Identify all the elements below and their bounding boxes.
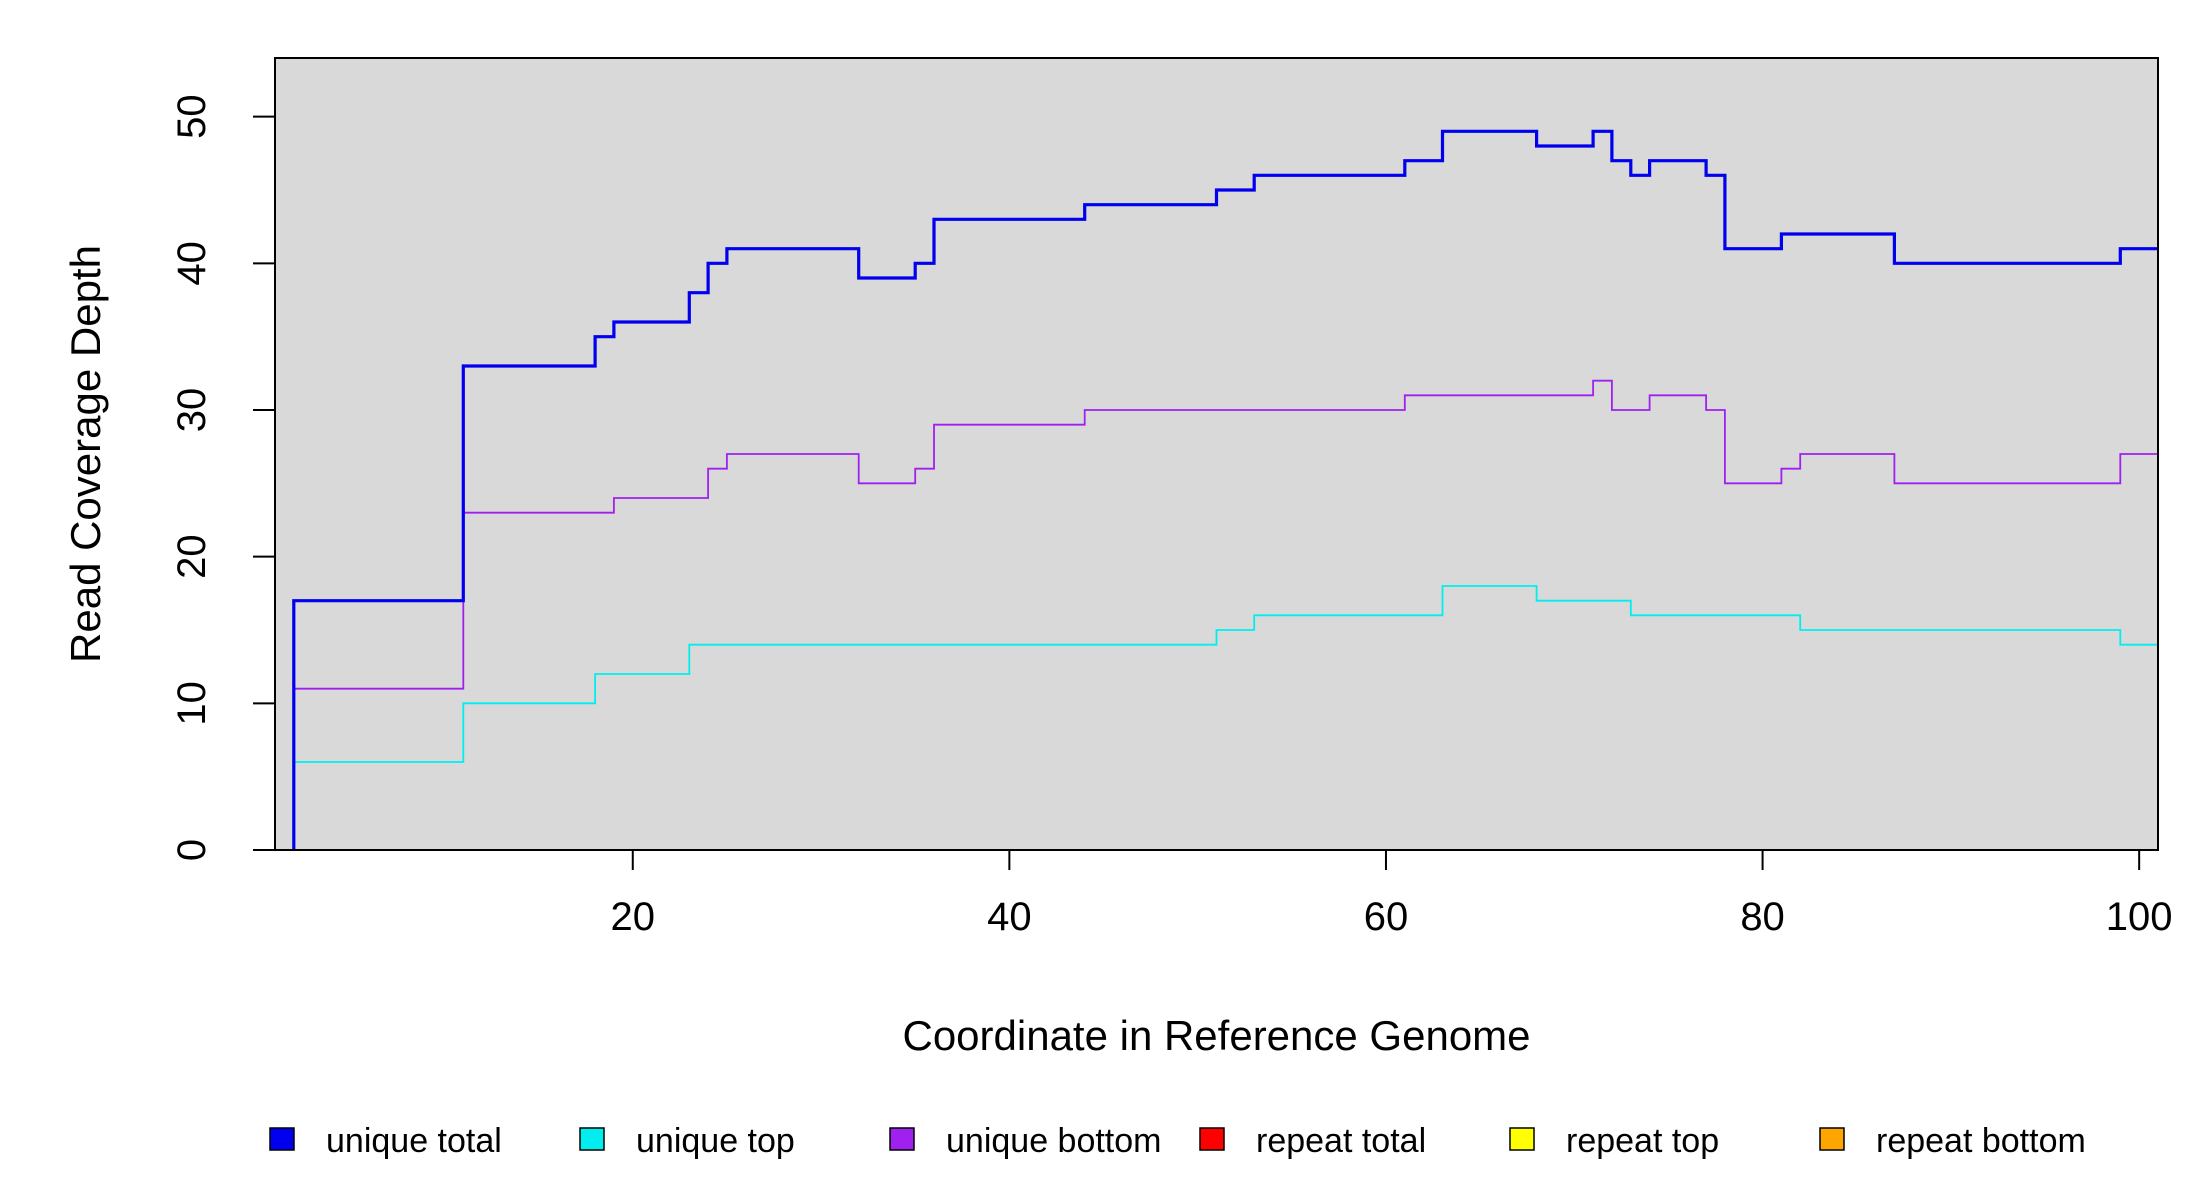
legend: unique total unique top unique bottom repea…: [269, 1122, 2086, 1160]
y-tick-label: 50: [170, 94, 214, 138]
x-tick-label: 100: [2106, 895, 2173, 939]
legend-label-repeat-top: repeat top: [1566, 1122, 1719, 1160]
legend-label-unique-bottom: unique bottom: [946, 1122, 1162, 1160]
y-tick-label: 0: [170, 839, 214, 861]
x-tick-label: 80: [1740, 895, 1785, 939]
plot-frame: [274, 57, 2159, 851]
legend-label-repeat-total: repeat total: [1256, 1122, 1426, 1160]
legend-label-unique-total: unique total: [326, 1122, 502, 1160]
y-tick-label: 10: [170, 681, 214, 726]
x-tick-label: 20: [611, 895, 656, 939]
x-tick-label: 40: [987, 895, 1032, 939]
series-line-unique-bottom: [292, 379, 2158, 850]
legend-swatch-repeat-bottom: [1819, 1127, 1845, 1151]
series-line-unique-total: [292, 129, 2158, 850]
legend-label-unique-top: unique top: [636, 1122, 795, 1160]
legend-swatch-unique-total: [269, 1127, 295, 1151]
y-tick-label: 40: [170, 241, 214, 286]
x-axis-title: Coordinate in Reference Genome: [902, 1012, 1530, 1059]
x-tick-label: 60: [1364, 895, 1409, 939]
series-line-unique-top: [292, 585, 2158, 850]
legend-swatch-repeat-total: [1199, 1127, 1225, 1151]
legend-label-repeat-bottom: repeat bottom: [1876, 1122, 2086, 1160]
legend-swatch-repeat-top: [1509, 1127, 1535, 1151]
legend-swatch-unique-top: [579, 1127, 605, 1151]
y-tick-label: 20: [170, 534, 214, 579]
y-axis-title: Read Coverage Depth: [62, 245, 109, 663]
y-tick-label: 30: [170, 388, 214, 433]
x-axis: 20 40 60 80 100: [611, 850, 2173, 939]
y-axis: 0 10 20 30 40 50: [170, 94, 275, 861]
legend-swatch-unique-bottom: [889, 1127, 915, 1151]
